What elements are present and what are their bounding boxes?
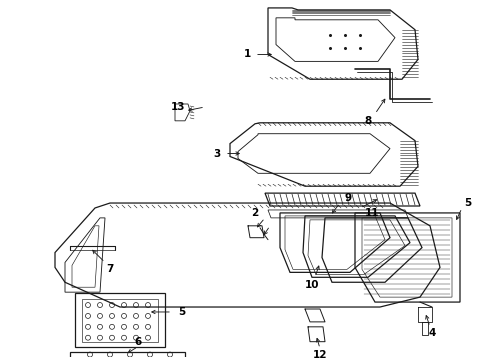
Text: 9: 9 <box>344 193 351 203</box>
Text: 6: 6 <box>134 337 142 347</box>
Text: 2: 2 <box>251 208 259 218</box>
Text: 5: 5 <box>178 307 186 317</box>
Text: 4: 4 <box>428 328 436 338</box>
Text: 8: 8 <box>365 116 371 126</box>
Text: 1: 1 <box>244 49 250 59</box>
Text: 10: 10 <box>305 280 319 290</box>
Text: 5: 5 <box>465 198 472 208</box>
Text: 7: 7 <box>106 264 114 274</box>
Text: 13: 13 <box>171 102 185 112</box>
Text: 11: 11 <box>365 208 379 218</box>
Text: 3: 3 <box>213 149 220 158</box>
Text: 12: 12 <box>313 350 327 360</box>
